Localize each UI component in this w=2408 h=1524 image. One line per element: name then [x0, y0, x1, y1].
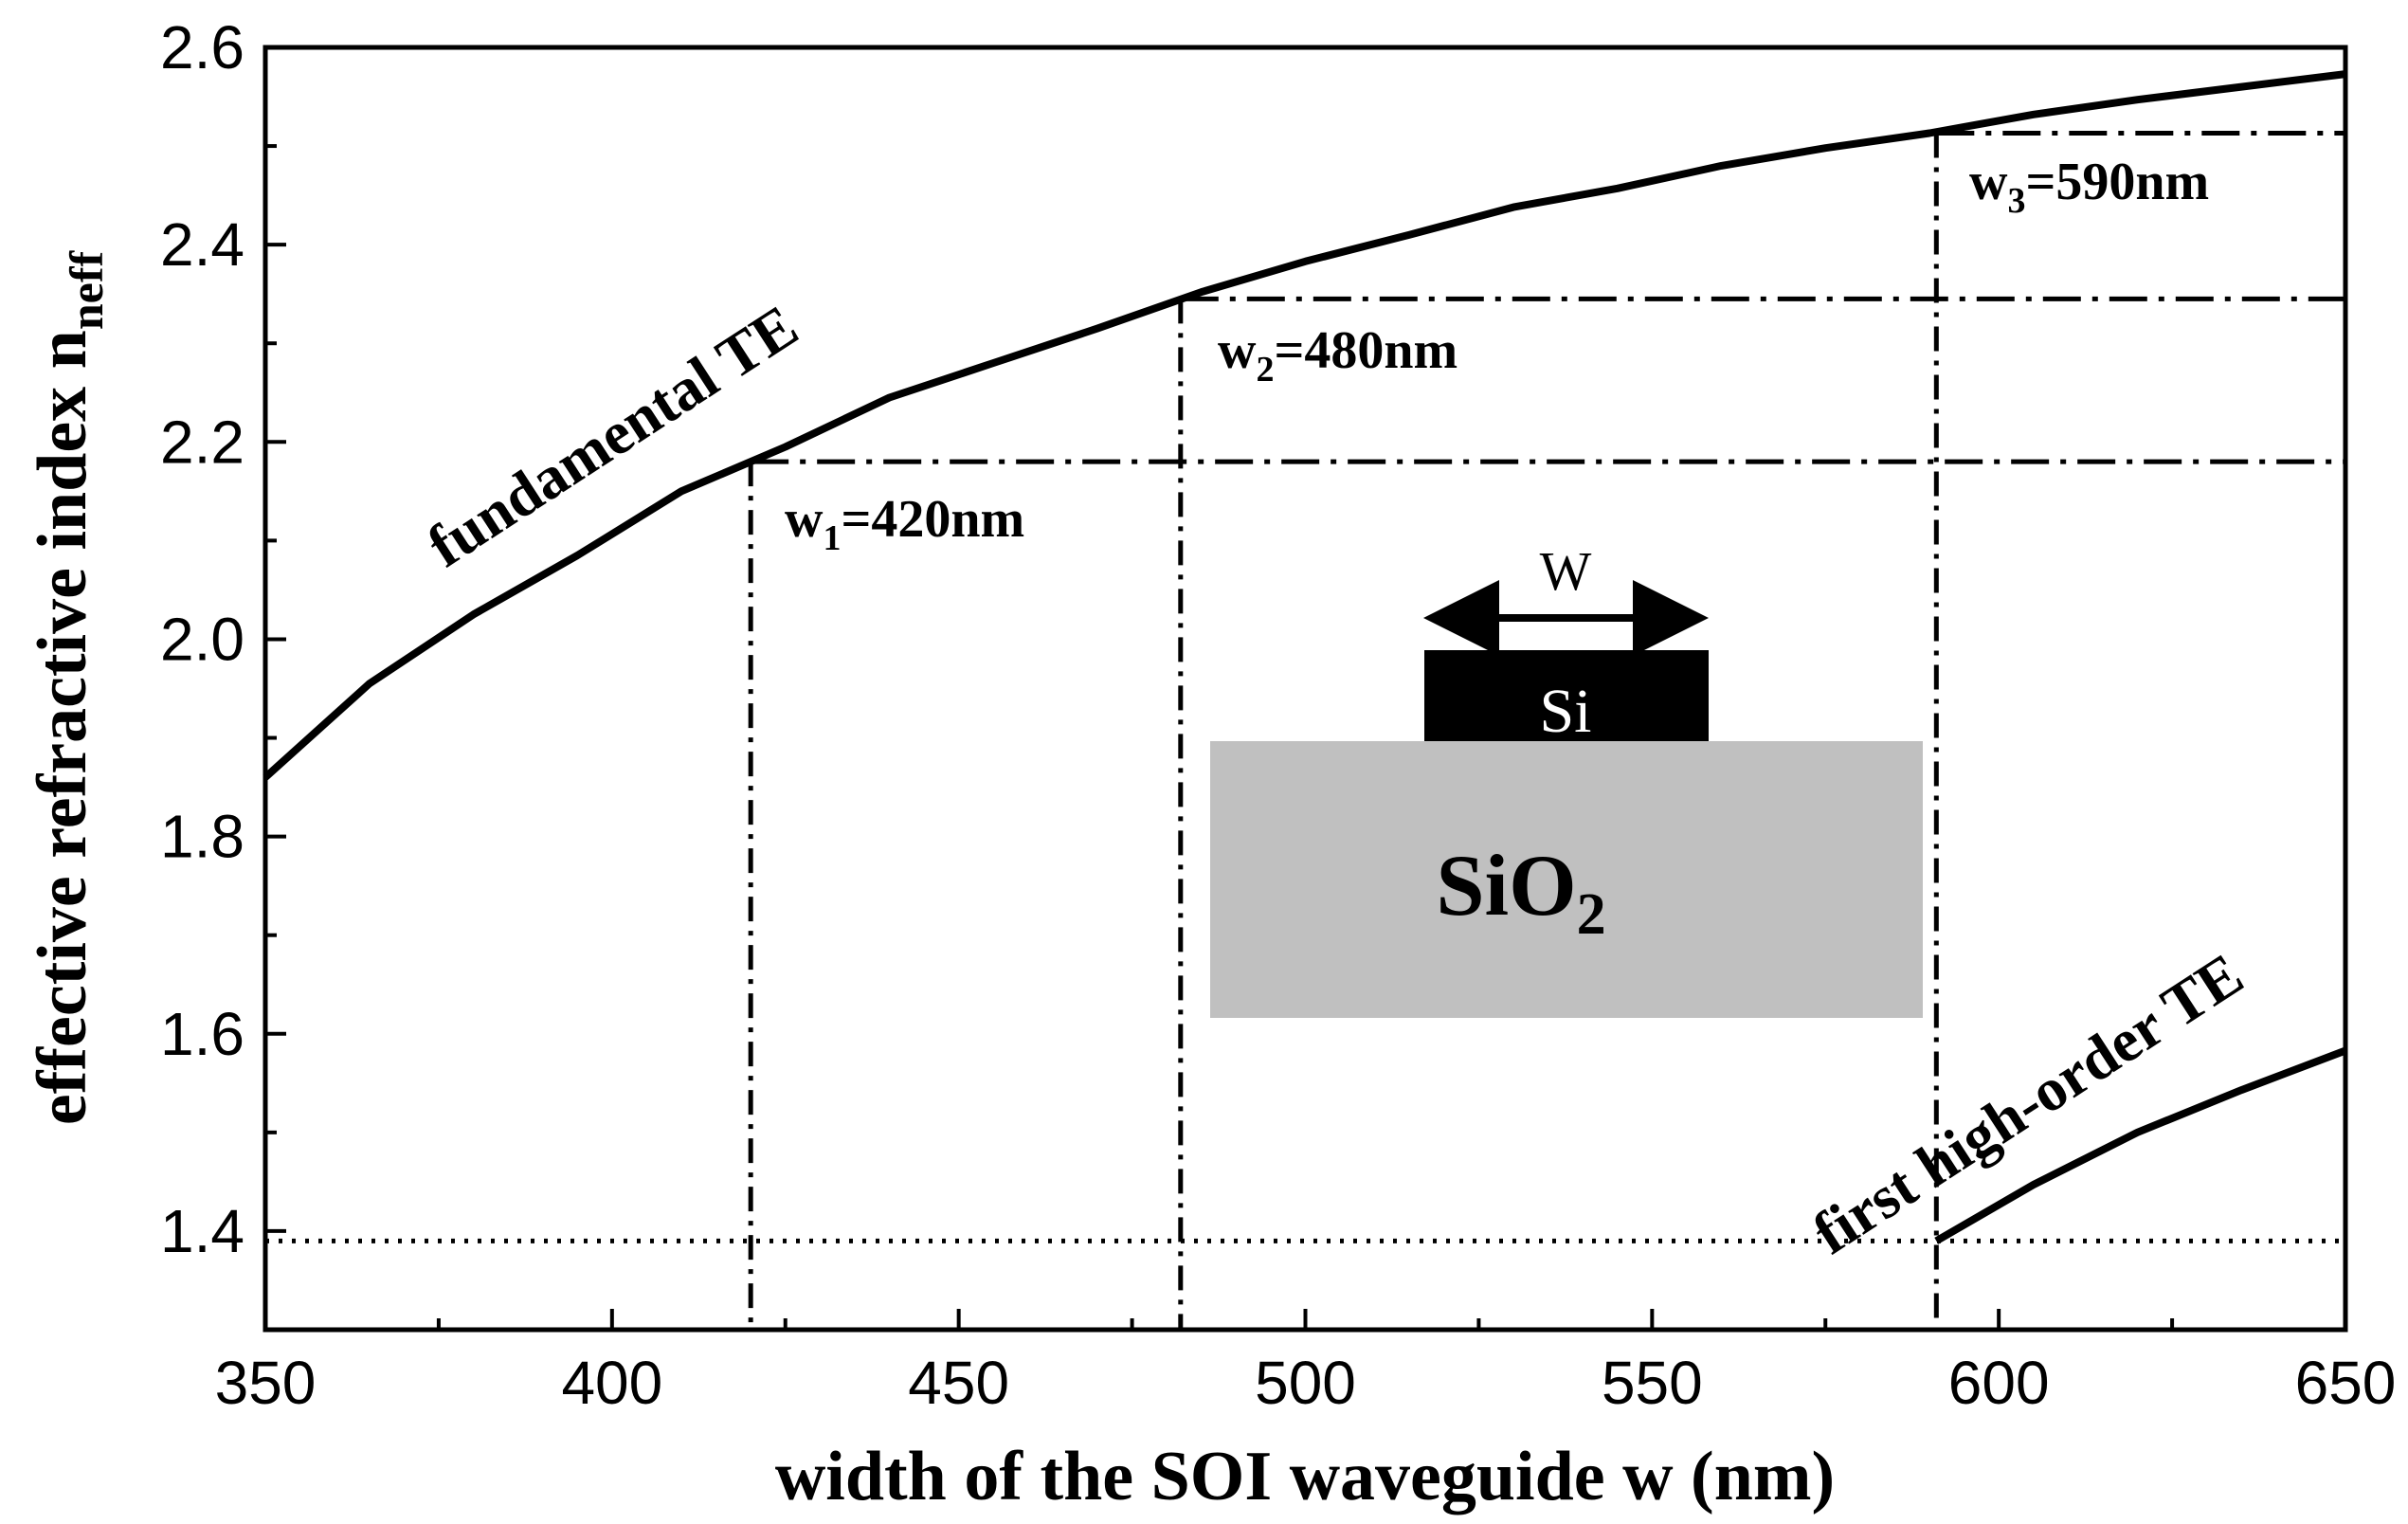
y-tick-label: 2.0	[160, 605, 244, 673]
y-tick-label: 1.8	[160, 803, 244, 871]
annotation-w1-rest: =420nm	[841, 490, 1024, 549]
annotation-w2: w2=480nm	[1218, 321, 1457, 390]
reference-lines	[265, 131, 2345, 1330]
y-tick-label: 1.4	[160, 1197, 244, 1265]
annotation-w3-sub: 3	[2007, 181, 2025, 221]
x-axis-title: width of the SOI waveguide w (nm)	[775, 1438, 1835, 1515]
inset-diagram: W Si SiO2	[1210, 540, 1923, 1018]
x-tick-label: 400	[561, 1349, 662, 1417]
y-axis-title-sub: neff	[60, 250, 113, 331]
x-tick-label: 650	[2295, 1349, 2397, 1417]
width-label: W	[1540, 540, 1592, 602]
annotation-w2-sub: 2	[1256, 350, 1274, 390]
series-line-2	[1934, 1046, 2347, 1244]
sio2-substrate	[1210, 741, 1923, 1018]
x-tick-label: 450	[908, 1349, 1009, 1417]
annotation-w2-rest: =480nm	[1274, 321, 1457, 380]
x-tick-label: 550	[1602, 1349, 1703, 1417]
annotation-w1-main: w	[785, 490, 824, 549]
annotation-w1: w1=420nm	[785, 490, 1024, 558]
y-tick-label: 2.2	[160, 408, 244, 476]
substrate-label-sub: 2	[1577, 882, 1606, 947]
y-axis-title-main: effective refractive index n	[24, 330, 101, 1125]
substrate-label-main: SiO	[1436, 837, 1576, 934]
series-line-1	[263, 70, 2346, 781]
annotation-w1-sub: 1	[823, 518, 841, 558]
y-tick-label: 2.6	[160, 13, 244, 82]
si-core	[1424, 650, 1709, 741]
series-layer	[263, 70, 2347, 1244]
x-tick-label: 500	[1255, 1349, 1356, 1417]
substrate-label: SiO2	[1436, 837, 1605, 947]
y-axis-ticks: 1.4 1.6 1.8 2.0 2.2 2.4 2.6	[160, 13, 286, 1332]
annotation-w2-main: w	[1218, 321, 1257, 380]
x-tick-label: 350	[215, 1349, 317, 1417]
core-label: Si	[1539, 677, 1591, 746]
x-tick-label: 600	[1948, 1349, 2050, 1417]
annotation-w3-main: w	[1969, 153, 2008, 211]
y-axis-title: effective refractive index nneff	[24, 250, 113, 1126]
y-tick-label: 2.4	[160, 210, 244, 279]
x-axis-ticks: 350 400 450 500 550 600 650	[215, 1309, 2397, 1417]
y-tick-label: 1.6	[160, 1000, 244, 1068]
annotation-w3-rest: =590nm	[2025, 153, 2209, 211]
annotation-w3: w3=590nm	[1969, 153, 2209, 221]
